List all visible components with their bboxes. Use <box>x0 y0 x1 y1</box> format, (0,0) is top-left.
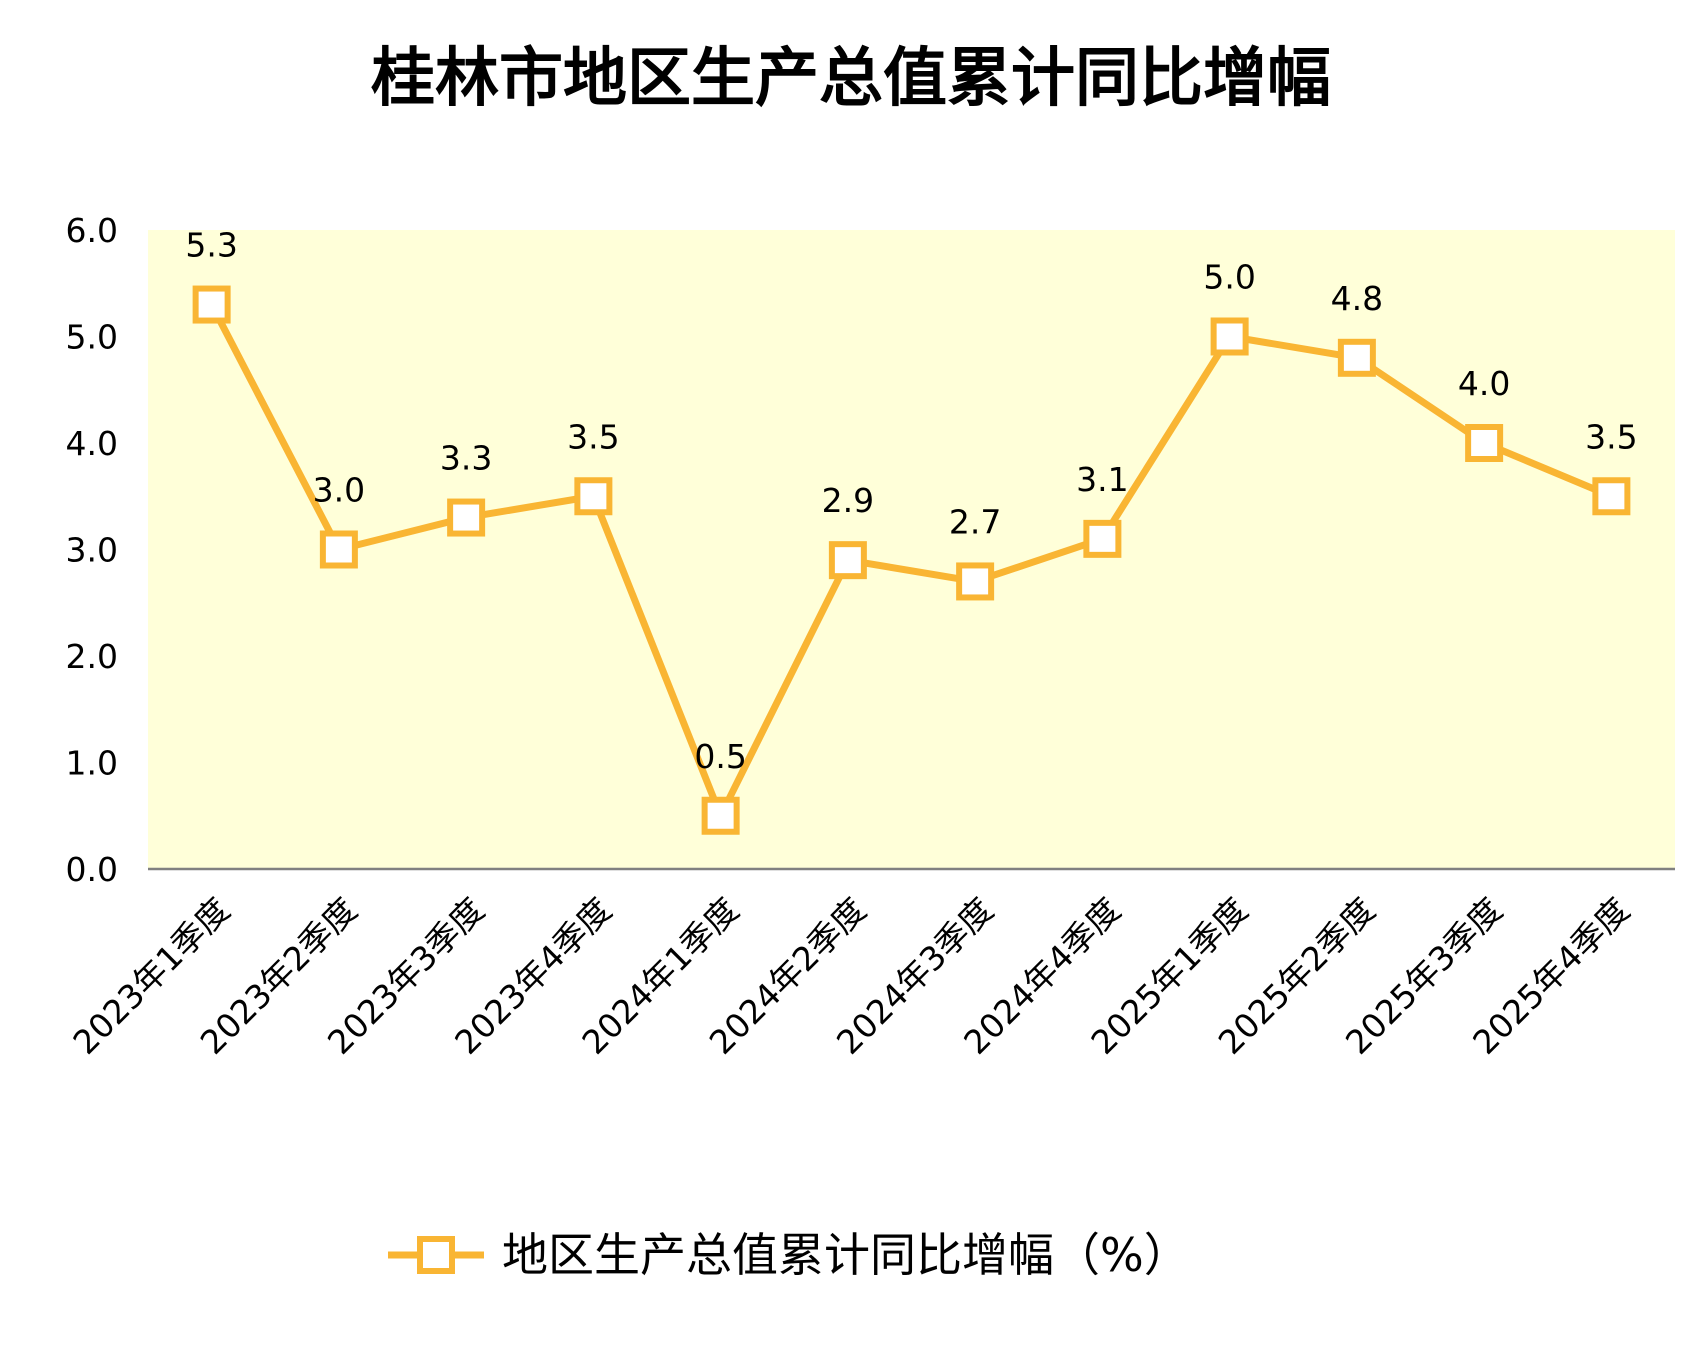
y-tick-label: 6.0 <box>66 211 118 250</box>
y-tick-label: 2.0 <box>66 637 118 676</box>
legend: 地区生产总值累计同比增幅（%） <box>388 1228 1190 1282</box>
plot-background <box>148 230 1675 869</box>
legend-marker-icon <box>417 1236 455 1274</box>
data-label: 4.0 <box>1458 364 1510 403</box>
data-label: 5.0 <box>1203 258 1255 297</box>
data-label: 3.3 <box>440 439 492 478</box>
y-axis-ticks: 0.0 1.0 2.0 3.0 4.0 5.0 6.0 <box>66 211 118 889</box>
data-point-marker <box>1337 338 1376 377</box>
data-point-marker <box>319 530 358 569</box>
data-label: 4.8 <box>1331 279 1383 318</box>
data-point-marker <box>956 562 995 601</box>
data-point-marker <box>828 541 867 580</box>
series-layer: 5.3 3.0 3.3 3.5 0.5 2.9 2.7 3.1 5.0 4.8 4.0 3.5 <box>185 226 1638 835</box>
data-label: 0.5 <box>694 737 746 776</box>
data-label: 3.0 <box>313 471 365 510</box>
data-label: 3.5 <box>567 417 619 456</box>
y-tick-label: 4.0 <box>66 424 118 463</box>
data-point-marker <box>1210 317 1249 356</box>
data-label: 2.7 <box>949 502 1001 541</box>
data-label: 2.9 <box>822 481 874 520</box>
data-point-marker <box>1083 519 1122 558</box>
data-point-marker <box>447 498 486 537</box>
data-point-marker <box>1592 477 1631 516</box>
x-axis-ticks: 2023年1季度2023年2季度2023年3季度2023年4季度2024年1季度… <box>65 890 1637 1062</box>
data-label: 5.3 <box>185 226 237 265</box>
data-point-marker <box>1465 424 1504 462</box>
data-label: 3.5 <box>1585 417 1637 456</box>
y-tick-label: 5.0 <box>66 318 118 357</box>
y-tick-label: 1.0 <box>66 744 118 783</box>
y-tick-label: 3.0 <box>66 531 118 570</box>
y-tick-label: 0.0 <box>66 850 118 889</box>
data-label: 3.1 <box>1076 460 1128 499</box>
chart-title: 桂林市地区生产总值累计同比增幅 <box>371 42 1331 116</box>
data-point-marker <box>701 796 740 835</box>
data-point-marker <box>192 285 231 324</box>
legend-label: 地区生产总值累计同比增幅（%） <box>502 1228 1190 1282</box>
data-point-marker <box>574 477 613 516</box>
series-line <box>208 301 1615 820</box>
